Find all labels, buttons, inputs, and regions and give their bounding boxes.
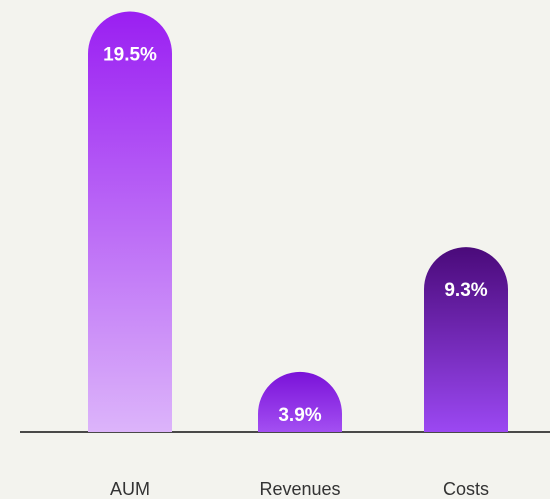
bar xyxy=(258,371,342,432)
bar xyxy=(424,247,508,432)
category-label: Revenues xyxy=(259,479,340,499)
value-label: 9.3% xyxy=(444,280,487,301)
bar xyxy=(88,11,172,432)
value-label: 19.5% xyxy=(103,45,157,66)
value-label: 3.9% xyxy=(278,405,321,426)
category-label: Costs xyxy=(443,479,489,499)
category-label: AUM xyxy=(110,479,150,499)
